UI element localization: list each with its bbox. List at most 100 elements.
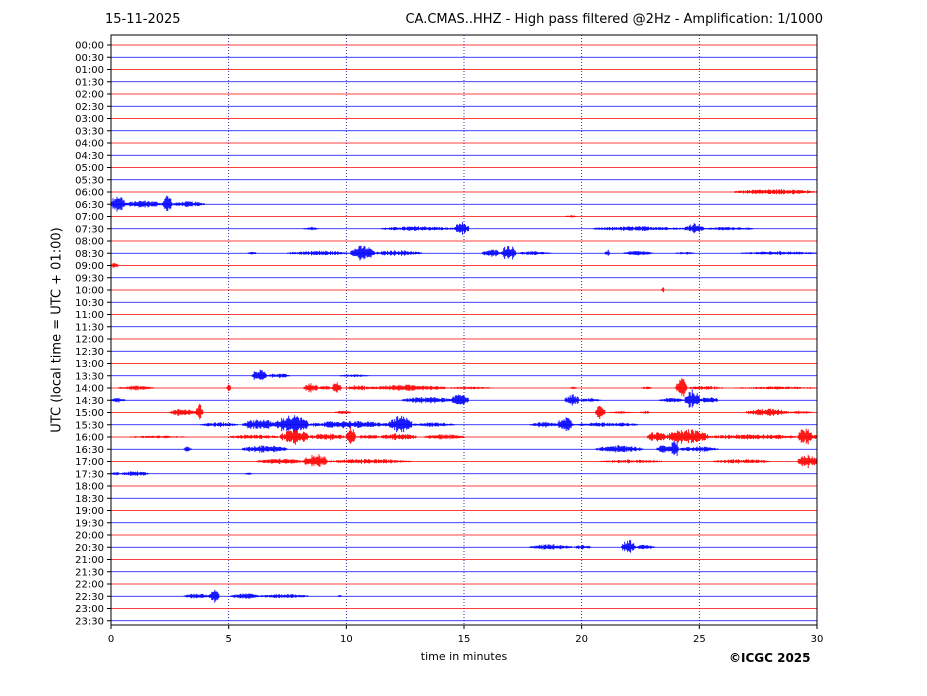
trace-event [788,410,813,415]
trace-event [640,411,650,414]
trace-event [482,249,502,257]
x-tick-label: 20 [575,634,588,645]
trace-event [578,398,601,402]
trace-event [684,223,704,234]
trace-event [303,383,319,393]
trace-event [256,458,305,464]
trace-event [647,432,667,442]
trace-event [402,397,453,404]
trace-event [374,250,423,256]
trace-event [345,427,356,444]
y-tick-label: 13:30 [75,371,104,382]
trace-event [228,434,281,439]
trace-event [183,593,210,599]
grid-layer [228,35,700,625]
trace-event [124,200,163,208]
y-tick-label: 19:30 [75,518,104,529]
trace-event [670,440,679,456]
trace-event [303,454,328,467]
y-tick-label: 16:30 [75,445,104,456]
y-tick-label: 02:00 [75,90,104,101]
trace-event [501,246,517,260]
trace-event [713,459,770,464]
y-tick-label: 11:00 [75,310,104,321]
trace-event [811,435,817,439]
trace-event [677,446,719,452]
y-tick-label: 12:30 [75,347,104,358]
trace-event [423,434,465,440]
x-axis-label: time in minutes [420,650,508,663]
trace-event [171,201,205,207]
trace-event [279,429,309,445]
trace-event [609,411,634,414]
y-tick-label: 00:30 [75,53,104,64]
y-tick-label: 09:30 [75,273,104,284]
y-tick-label: 10:30 [75,298,104,309]
x-tick-label: 15 [458,634,471,645]
trace-event [515,251,552,255]
trace-event [195,403,204,420]
trace-event [604,249,610,256]
y-tick-label: 20:30 [75,543,104,554]
trace-event [675,252,695,255]
trace-event [621,539,637,553]
trace-event [119,471,149,476]
y-tick-label: 14:30 [75,396,104,407]
trace-event [381,433,418,441]
trace-layer [110,44,818,622]
y-tick-label: 16:00 [75,433,104,444]
trace-event [334,410,352,414]
y-tick-label: 01:30 [75,77,104,88]
x-tick-label: 10 [340,634,353,645]
y-tick-label: 00:00 [75,41,104,52]
trace-event [308,421,390,429]
trace-event [183,446,192,452]
trace-event [444,386,493,390]
trace-event [529,421,559,428]
trace-event [451,394,469,405]
trace-event [569,386,578,390]
y-tick-label: 06:00 [75,188,104,199]
x-tick-label: 25 [693,634,706,645]
trace-event [665,429,709,444]
x-tick-label: 5 [225,634,231,645]
trace-event [369,384,446,392]
y-tick-label: 01:00 [75,65,104,76]
trace-event [454,222,470,235]
trace-event [635,544,655,550]
y-tick-label: 08:30 [75,249,104,260]
trace-event [734,189,818,195]
trace-event [265,373,290,378]
trace-event [327,459,412,464]
trace-event [225,384,231,392]
y-tick-label: 23:30 [75,616,104,627]
y-tick-label: 15:30 [75,420,104,431]
trace-event [381,226,455,231]
trace-event [529,544,573,550]
trace-event [734,386,818,390]
trace-event [595,405,606,419]
trace-event [230,593,260,599]
trace-event [687,386,724,390]
trace-event [303,226,319,231]
trace-event [350,245,375,261]
trace-event [110,196,126,212]
chart-title: CA.CMAS..HHZ - High pass filtered @2Hz -… [405,12,823,27]
trace-event [797,454,817,469]
trace-event [244,472,253,475]
trace-event [600,459,662,464]
trace-event [110,397,126,403]
trace-event [242,419,276,430]
trace-event [574,545,592,550]
trace-event [595,445,644,453]
x-tick-label: 0 [108,634,114,645]
date-label: 15-11-2025 [105,12,181,27]
trace-event [258,594,309,599]
trace-event [656,445,672,453]
y-tick-label: 21:00 [75,555,104,566]
trace-event [708,434,799,440]
trace-event [564,394,580,406]
y-tick-label: 18:00 [75,482,104,493]
y-tick-label: 07:00 [75,212,104,223]
trace-event [411,422,455,427]
